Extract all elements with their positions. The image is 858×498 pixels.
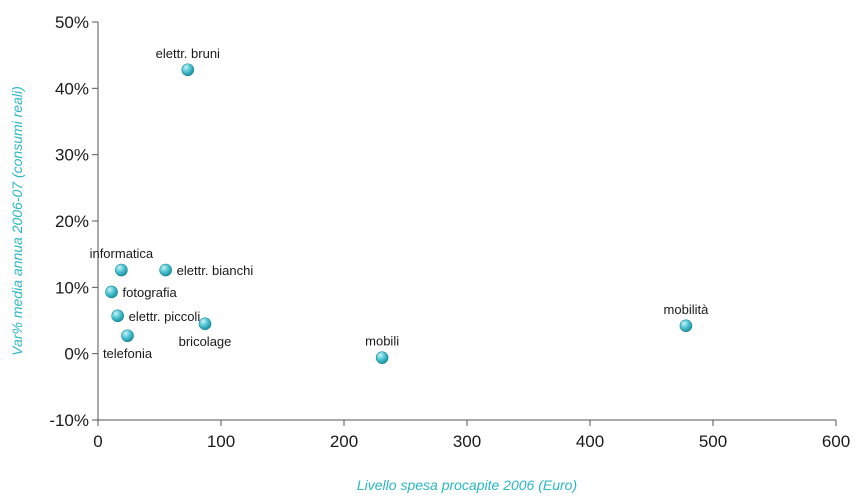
y-tick-label: 10% xyxy=(55,278,89,297)
y-tick-label: 30% xyxy=(55,146,89,165)
point-label: elettr. piccoli xyxy=(129,309,201,324)
data-point xyxy=(159,263,172,277)
point-label: elettr. bianchi xyxy=(177,263,254,278)
y-tick-label: 40% xyxy=(55,79,89,98)
data-point xyxy=(111,309,124,323)
x-tick-label: 100 xyxy=(207,432,235,451)
axes xyxy=(92,21,837,426)
data-point xyxy=(679,319,693,333)
y-tick-label: 20% xyxy=(55,212,89,231)
x-tick-label: 400 xyxy=(576,432,604,451)
point-label: informatica xyxy=(90,246,154,261)
y-tick-label: -10% xyxy=(49,411,89,430)
point-labels: elettr. bruni informatica elettr. bianchi f… xyxy=(90,46,710,361)
point-label: mobilità xyxy=(664,302,710,317)
data-point xyxy=(105,285,118,299)
data-points xyxy=(105,63,693,364)
x-tick-label: 500 xyxy=(699,432,727,451)
point-label: telefonia xyxy=(103,346,153,361)
y-tick-label: 50% xyxy=(55,13,89,32)
point-label: mobili xyxy=(365,334,399,349)
y-axis-title: Var% media annua 2006-07 (consumi reali) xyxy=(9,86,25,356)
tick-labels: -10% 0% 10% 20% 30% 40% 50% 0 100 200 300 400 500 600 xyxy=(49,13,850,451)
data-point xyxy=(115,263,128,277)
data-point xyxy=(181,63,195,77)
x-tick-label: 0 xyxy=(93,432,102,451)
point-label: bricolage xyxy=(179,334,232,349)
y-tick-label: 0% xyxy=(64,345,89,364)
data-point xyxy=(121,329,134,343)
x-tick-label: 200 xyxy=(330,432,358,451)
point-label: elettr. bruni xyxy=(156,46,220,61)
x-tick-label: 600 xyxy=(822,432,850,451)
point-label: fotografia xyxy=(123,285,178,300)
data-point xyxy=(375,351,389,364)
x-axis-title: Livello spesa procapite 2006 (Euro) xyxy=(357,477,577,493)
x-tick-label: 300 xyxy=(453,432,481,451)
data-point xyxy=(198,317,212,331)
